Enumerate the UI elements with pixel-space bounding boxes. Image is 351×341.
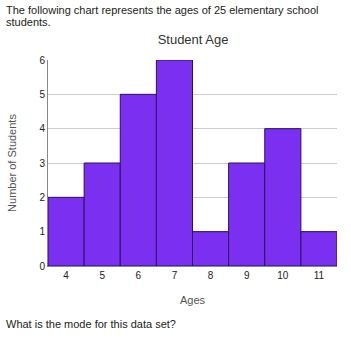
svg-text:6: 6 <box>136 270 142 281</box>
svg-text:4: 4 <box>63 270 69 281</box>
svg-text:11: 11 <box>314 270 325 281</box>
svg-text:2: 2 <box>39 192 45 203</box>
svg-text:6: 6 <box>39 55 45 66</box>
svg-text:1: 1 <box>39 226 45 237</box>
svg-text:8: 8 <box>208 270 214 281</box>
svg-text:Student Age: Student Age <box>158 32 229 47</box>
svg-text:5: 5 <box>39 89 45 100</box>
svg-text:9: 9 <box>244 270 250 281</box>
svg-text:7: 7 <box>172 270 178 281</box>
svg-text:Number of Students: Number of Students <box>6 114 18 212</box>
svg-text:5: 5 <box>99 270 105 281</box>
svg-text:10: 10 <box>277 270 289 281</box>
svg-text:0: 0 <box>39 261 45 272</box>
svg-text:3: 3 <box>39 158 45 169</box>
svg-text:4: 4 <box>39 123 45 134</box>
html-text:What is the mode for this data: What is the mode for this data set? <box>6 318 176 330</box>
html-text:The following chart represents: The following chart represents the ages … <box>6 4 319 28</box>
svg-text:Ages: Ages <box>180 294 206 306</box>
